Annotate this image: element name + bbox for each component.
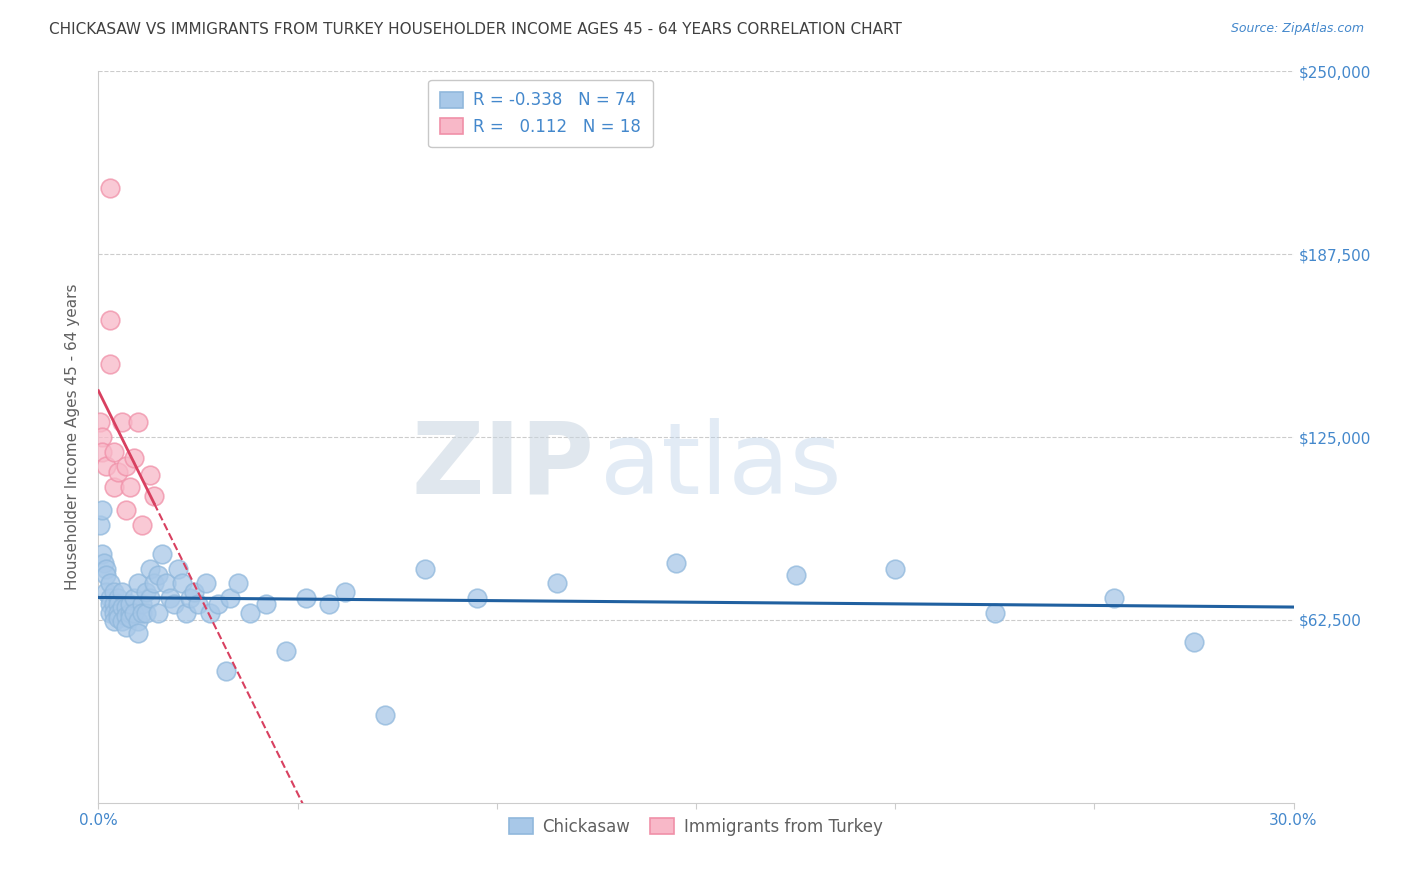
Point	[984, 606, 1007, 620]
Point	[103, 480, 125, 494]
Point	[274, 643, 297, 657]
Point	[120, 597, 142, 611]
Point	[107, 465, 129, 479]
Point	[120, 606, 142, 620]
Y-axis label: Householder Income Ages 45 - 64 years: Householder Income Ages 45 - 64 years	[65, 284, 80, 591]
Point	[115, 503, 138, 517]
Point	[546, 576, 568, 591]
Point	[413, 562, 436, 576]
Point	[103, 606, 125, 620]
Point	[143, 489, 166, 503]
Legend: Chickasaw, Immigrants from Turkey: Chickasaw, Immigrants from Turkey	[499, 807, 893, 846]
Point	[91, 430, 114, 444]
Point	[120, 611, 142, 625]
Text: ZIP: ZIP	[412, 417, 595, 515]
Point	[785, 567, 807, 582]
Point	[135, 606, 157, 620]
Point	[98, 576, 122, 591]
Point	[148, 606, 170, 620]
Point	[465, 591, 488, 605]
Point	[89, 517, 111, 532]
Point	[159, 591, 181, 605]
Point	[91, 503, 114, 517]
Point	[155, 576, 177, 591]
Point	[207, 597, 229, 611]
Point	[115, 608, 138, 623]
Point	[335, 585, 357, 599]
Point	[98, 181, 122, 195]
Point	[127, 576, 149, 591]
Point	[89, 416, 111, 430]
Point	[131, 517, 153, 532]
Point	[111, 585, 134, 599]
Point	[183, 585, 205, 599]
Point	[115, 599, 138, 614]
Point	[1104, 591, 1126, 605]
Point	[148, 567, 170, 582]
Point	[107, 597, 129, 611]
Point	[98, 313, 122, 327]
Point	[103, 615, 125, 629]
Point	[374, 708, 396, 723]
Point	[98, 357, 122, 371]
Point	[163, 597, 186, 611]
Point	[167, 562, 190, 576]
Point	[103, 444, 125, 458]
Point	[98, 597, 122, 611]
Point	[139, 591, 162, 605]
Point	[135, 585, 157, 599]
Point	[93, 556, 115, 570]
Point	[103, 585, 125, 599]
Point	[96, 567, 118, 582]
Point	[215, 664, 238, 678]
Point	[318, 597, 340, 611]
Point	[96, 459, 118, 474]
Point	[127, 416, 149, 430]
Point	[187, 597, 209, 611]
Point	[107, 606, 129, 620]
Point	[91, 547, 114, 561]
Point	[111, 416, 134, 430]
Point	[124, 606, 146, 620]
Point	[239, 606, 262, 620]
Point	[254, 597, 277, 611]
Point	[150, 547, 173, 561]
Point	[198, 606, 221, 620]
Point	[127, 626, 149, 640]
Point	[131, 597, 153, 611]
Text: Source: ZipAtlas.com: Source: ZipAtlas.com	[1230, 22, 1364, 36]
Point	[98, 591, 122, 605]
Point	[127, 615, 149, 629]
Point	[665, 556, 688, 570]
Point	[96, 562, 118, 576]
Point	[219, 591, 242, 605]
Point	[91, 444, 114, 458]
Point	[174, 606, 197, 620]
Point	[1182, 635, 1205, 649]
Point	[131, 606, 153, 620]
Point	[143, 576, 166, 591]
Point	[179, 591, 201, 605]
Point	[111, 599, 134, 614]
Point	[103, 597, 125, 611]
Point	[115, 459, 138, 474]
Point	[115, 620, 138, 634]
Point	[120, 480, 142, 494]
Point	[172, 576, 194, 591]
Point	[124, 591, 146, 605]
Point	[111, 615, 134, 629]
Point	[107, 611, 129, 625]
Point	[195, 576, 218, 591]
Point	[107, 591, 129, 605]
Point	[98, 606, 122, 620]
Point	[294, 591, 316, 605]
Point	[226, 576, 249, 591]
Point	[139, 468, 162, 483]
Point	[884, 562, 907, 576]
Text: CHICKASAW VS IMMIGRANTS FROM TURKEY HOUSEHOLDER INCOME AGES 45 - 64 YEARS CORREL: CHICKASAW VS IMMIGRANTS FROM TURKEY HOUS…	[49, 22, 903, 37]
Text: atlas: atlas	[600, 417, 842, 515]
Point	[124, 450, 146, 465]
Point	[96, 585, 118, 599]
Point	[139, 562, 162, 576]
